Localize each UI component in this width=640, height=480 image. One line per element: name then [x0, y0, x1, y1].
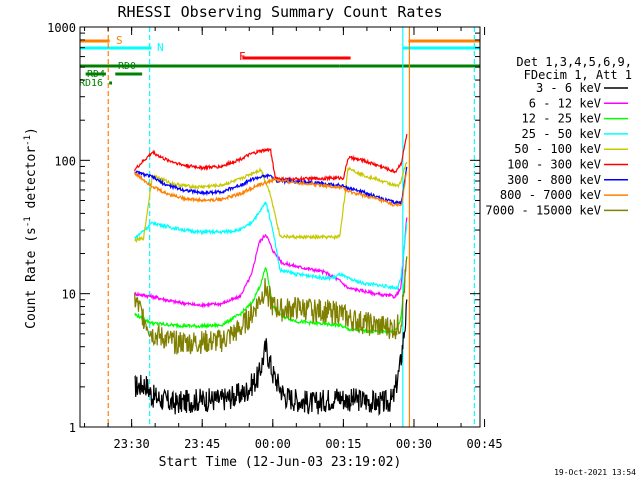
legend-header-line-2: FDecim 1, Att 1 — [524, 68, 632, 82]
series-line — [134, 201, 408, 290]
data-series — [134, 134, 408, 416]
flag-label: S — [116, 34, 123, 47]
flag-label: RD0 — [118, 61, 136, 72]
legend-label: 6 - 12 keV — [529, 96, 601, 110]
legend-label: 800 - 7000 keV — [500, 188, 601, 202]
legend-label: 7000 - 15000 keV — [485, 203, 601, 217]
x-tick-label: 00:30 — [396, 437, 432, 451]
legend-header-line-1: Det 1,3,4,5,6,9, — [516, 55, 632, 69]
series-line — [134, 166, 408, 207]
legend-label: 12 - 25 keV — [522, 112, 601, 126]
legend-label: 50 - 100 keV — [514, 142, 601, 156]
y-tick-label: 1 — [69, 421, 76, 435]
x-tick-label: 00:45 — [467, 437, 503, 451]
x-tick-label: 23:45 — [184, 437, 220, 451]
timestamp: 19-Oct-2021 13:54 — [554, 468, 636, 477]
flag-label: F — [239, 50, 246, 63]
series-line — [134, 171, 408, 208]
plot-frame — [79, 26, 481, 428]
x-tick-label: 00:00 — [255, 437, 291, 451]
chart-title: RHESSI Observing Summary Count Rates — [117, 3, 442, 21]
flag-label: RD16 — [79, 78, 103, 89]
y-axis-label: Count Rate (s-1 detector-1) — [23, 127, 39, 329]
y-tick-label: 100 — [54, 154, 76, 168]
x-tick-label: 00:15 — [325, 437, 361, 451]
vertical-markers — [107, 27, 475, 427]
series-line — [134, 217, 408, 309]
y-tick-label: 1000 — [47, 21, 76, 35]
flag-label: RD4 — [87, 69, 105, 80]
x-tick-label: 23:30 — [114, 437, 150, 451]
series-line — [134, 257, 408, 355]
series-line — [134, 161, 408, 243]
x-axis-label: Start Time (12-Jun-03 23:19:02) — [159, 455, 402, 470]
axes: 23:30 23:45 00:00 00:15 00:30 00:45 1 10 100 1000 — [47, 21, 503, 451]
legend-label: 3 - 6 keV — [536, 81, 601, 95]
y-tick-label: 10 — [62, 288, 76, 302]
series-line — [134, 299, 408, 416]
legend-label: 25 - 50 keV — [522, 127, 601, 141]
series-line — [134, 134, 408, 183]
legend-label: 100 - 300 keV — [507, 158, 601, 172]
legend: Det 1,3,4,5,6,9, FDecim 1, Att 1 3 - 6 k… — [485, 55, 632, 217]
legend-label: 300 - 800 keV — [507, 173, 601, 187]
flag-label: N — [157, 41, 164, 54]
